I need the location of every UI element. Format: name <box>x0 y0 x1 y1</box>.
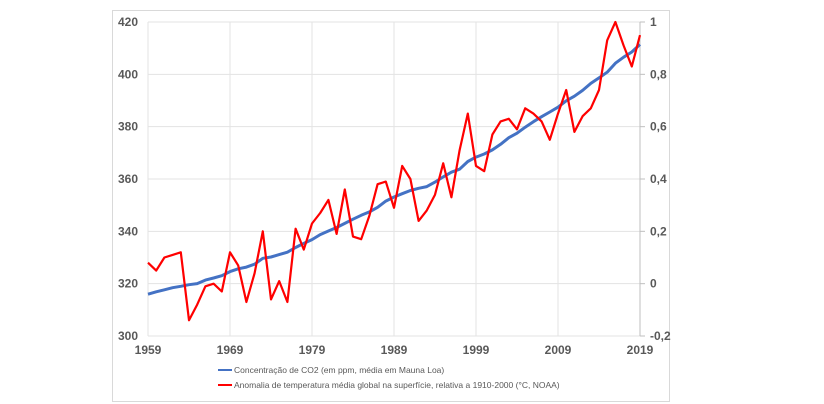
chart-frame <box>112 10 670 402</box>
y-left-tick-label: 380 <box>118 120 138 134</box>
legend-label-co2: Concentração de CO2 (em ppm, média em Ma… <box>234 365 445 375</box>
legend-swatch-co2 <box>218 369 232 371</box>
y-right-tick-label: 0,4 <box>650 172 667 186</box>
x-tick-label: 2009 <box>545 343 572 357</box>
y-left-tick-label: 420 <box>118 15 138 29</box>
y-right-tick-label: 0,8 <box>650 67 667 81</box>
y-right-tick-label: 0,6 <box>650 120 667 134</box>
x-tick-label: 1989 <box>381 343 408 357</box>
y-left-tick-label: 400 <box>118 67 138 81</box>
legend-swatch-temperature <box>218 384 232 386</box>
y-left-tick-label: 360 <box>118 172 138 186</box>
legend-label-temperature: Anomalia de temperatura média global na … <box>234 380 560 390</box>
series-line-temperature <box>147 20 642 322</box>
y-right-tick-label: 0 <box>650 277 657 291</box>
y-right-tick-label: -0,2 <box>650 329 671 343</box>
legend-item-co2: Concentração de CO2 (em ppm, média em Ma… <box>218 365 444 375</box>
legend-item-temperature: Anomalia de temperatura média global na … <box>218 380 560 390</box>
y-right-tick-label: 1 <box>650 15 657 29</box>
y-left-tick-label: 320 <box>118 277 138 291</box>
x-tick-label: 1969 <box>217 343 244 357</box>
y-left-tick-label: 340 <box>118 224 138 238</box>
x-tick-label: 1979 <box>299 343 326 357</box>
y-left-tick-label: 300 <box>118 329 138 343</box>
y-right-tick-label: 0,2 <box>650 224 667 238</box>
x-tick-label: 1999 <box>463 343 490 357</box>
x-tick-label: 2019 <box>627 343 654 357</box>
x-tick-label: 1959 <box>135 343 162 357</box>
